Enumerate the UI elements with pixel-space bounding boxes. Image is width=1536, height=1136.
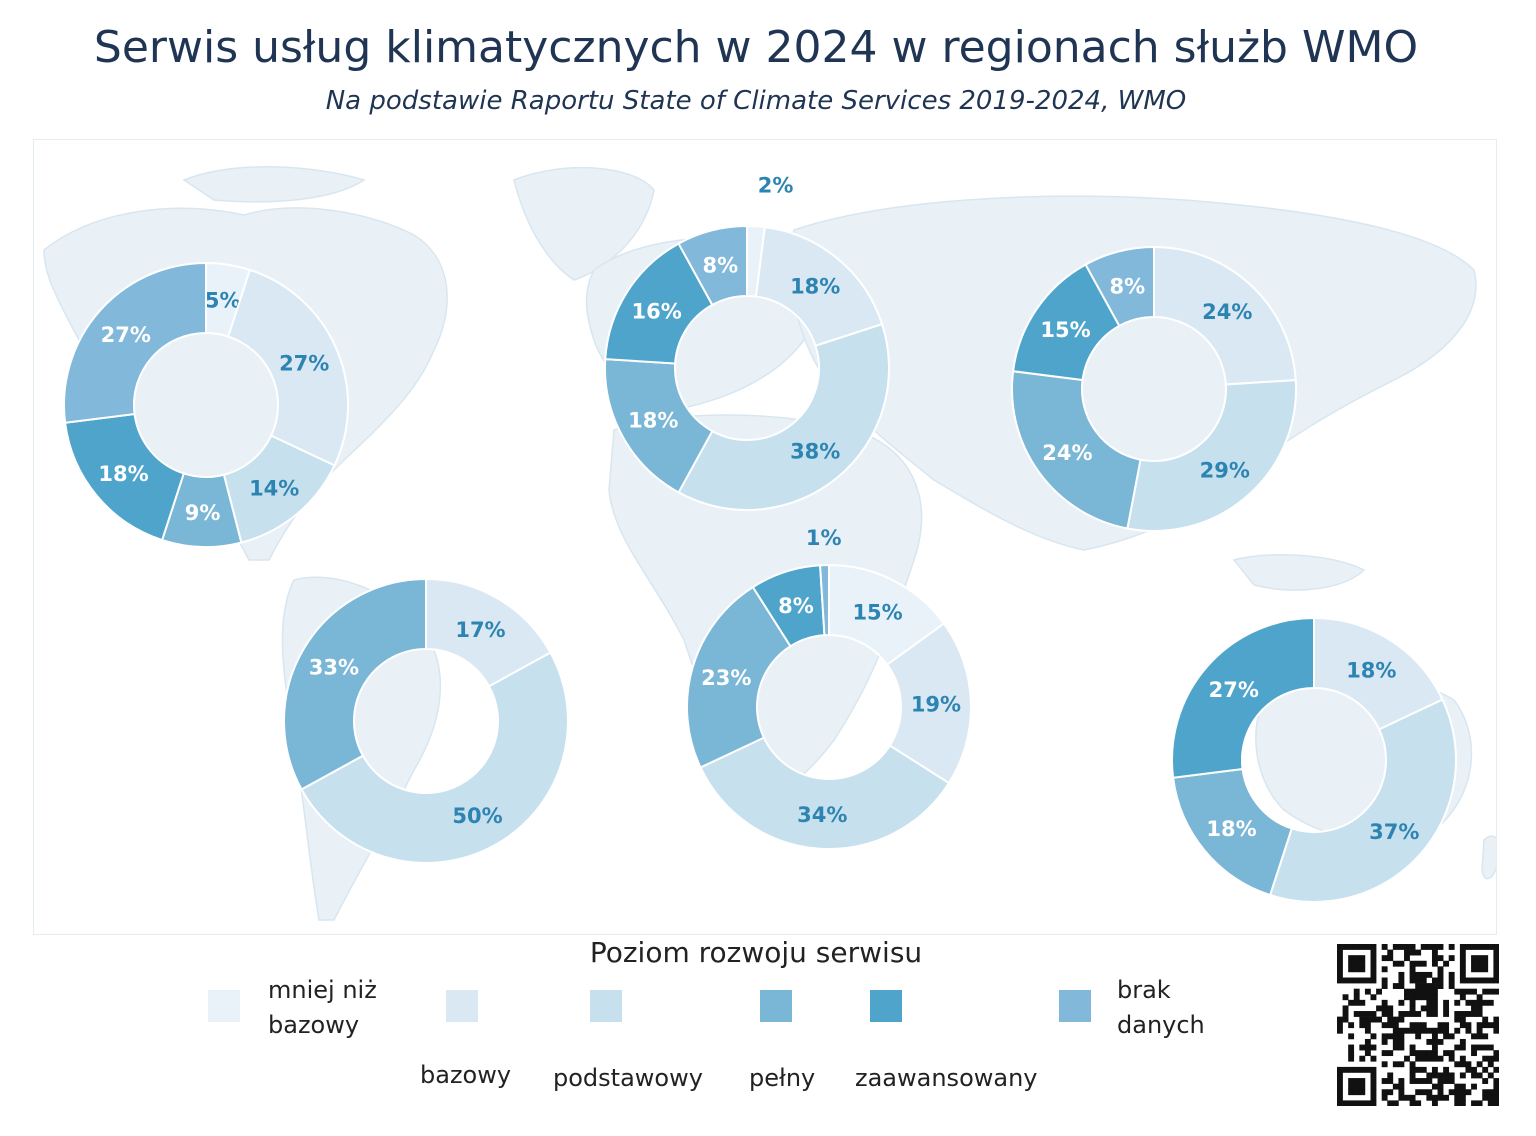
donut-south-america-label-pelny: 33%	[309, 656, 359, 680]
donut-south-west-pacific: 18% 37% 18% 27%	[1171, 616, 1457, 903]
legend-swatch-zaawansowany	[870, 990, 902, 1022]
donut-north-america-label-mniej-niz-bazowy: 5%	[205, 288, 241, 312]
donut-africa-label-mniej-niz-bazowy: 15%	[852, 601, 902, 625]
legend-swatch-brak-danych	[1059, 990, 1091, 1022]
donut-africa-label-podstawowy: 34%	[797, 803, 847, 827]
donut-south-west-pacific-slice-pelny	[1172, 767, 1294, 897]
donut-asia-label-pelny: 24%	[1042, 441, 1092, 465]
donut-europe: 2% 18% 38% 18% 16% 8%	[604, 173, 890, 511]
donut-south-america: 17% 50% 33%	[283, 577, 569, 864]
legend-swatch-pelny	[760, 990, 792, 1022]
legend-label-podstawowy: podstawowy	[553, 1064, 703, 1092]
legend-label-brak-danych-line1: brak	[1117, 976, 1171, 1004]
chart-title: Serwis usług klimatycznych w 2024 w regi…	[93, 22, 1419, 73]
donut-europe-label-pelny: 18%	[628, 409, 678, 433]
donut-asia-label-podstawowy: 29%	[1200, 458, 1250, 482]
chart-subtitle: Na podstawie Raportu State of Climate Se…	[325, 86, 1187, 116]
donut-europe-slice-pelny	[604, 358, 714, 494]
legend-swatch-mniej-niz-bazowy	[208, 990, 240, 1022]
donut-south-west-pacific-slice-podstawowy	[1268, 698, 1457, 903]
donut-south-west-pacific-label-pelny: 18%	[1206, 817, 1256, 841]
donut-europe-slice-podstawowy	[677, 322, 890, 511]
donut-africa-slice-pelny	[686, 585, 792, 769]
donut-asia-slice-brak-danych	[1084, 245, 1155, 328]
donut-asia-slice-pelny	[1011, 370, 1142, 530]
donut-south-america-label-bazowy: 17%	[455, 618, 505, 642]
donut-asia: 24% 29% 24% 15% 8%	[1011, 245, 1297, 532]
donut-africa-label-bazowy: 19%	[911, 693, 961, 717]
donut-europe-label-mniej-niz-bazowy: 2%	[758, 173, 794, 197]
donut-asia-slice-bazowy	[1153, 245, 1297, 386]
legend-title: Poziom rozwoju serwisu	[589, 936, 923, 969]
donut-europe-label-brak-danych: 8%	[703, 253, 739, 277]
legend-swatch-podstawowy	[590, 990, 622, 1022]
donut-north-america-label-podstawowy: 14%	[249, 476, 299, 500]
legend-label-mniej-niz-bazowy-line1: mniej niż	[268, 976, 377, 1004]
legend-label-mniej-niz-bazowy-line2: bazowy	[268, 1011, 360, 1039]
donut-africa-slice-brak-danych	[819, 563, 830, 637]
donut-europe-slice-brak-danych	[677, 224, 748, 307]
donut-south-america-slice-bazowy	[425, 577, 552, 688]
donut-africa-slice-podstawowy	[699, 736, 951, 850]
legend-label-bazowy: bazowy	[420, 1061, 512, 1089]
donut-north-america-label-zaawansowany: 18%	[98, 462, 148, 486]
donut-south-america-slice-pelny	[283, 577, 427, 791]
donut-africa: 15% 19% 34% 23% 8% 1%	[686, 526, 972, 850]
donut-africa-slice-bazowy	[885, 622, 972, 785]
donut-north-america-label-brak-danych: 27%	[101, 323, 151, 347]
donut-north-america: 5% 27% 14% 9% 18% 27%	[63, 261, 349, 548]
donut-north-america-slice-zaawansowany	[64, 412, 186, 542]
donut-asia-label-bazowy: 24%	[1202, 300, 1252, 324]
legend-label-pelny: pełny	[749, 1064, 816, 1092]
legend-label-zaawansowany: zaawansowany	[855, 1064, 1038, 1092]
donut-europe-slice-bazowy	[754, 226, 884, 348]
donut-north-america-slice-brak-danych	[63, 261, 207, 424]
donut-africa-label-zaawansowany: 8%	[778, 594, 814, 618]
donut-south-america-label-podstawowy: 50%	[452, 804, 502, 828]
donut-south-america-slice-podstawowy	[300, 651, 569, 864]
donut-south-west-pacific-slice-zaawansowany	[1171, 616, 1315, 779]
donut-north-america-label-bazowy: 27%	[279, 352, 329, 376]
legend-swatch-bazowy	[446, 990, 478, 1022]
donut-europe-label-zaawansowany: 16%	[632, 300, 682, 324]
donut-asia-label-brak-danych: 8%	[1110, 274, 1146, 298]
donut-south-west-pacific-label-podstawowy: 37%	[1369, 820, 1419, 844]
donut-europe-label-podstawowy: 38%	[790, 439, 840, 463]
donut-asia-slice-podstawowy	[1126, 379, 1297, 532]
legend-label-brak-danych-line2: danych	[1117, 1011, 1205, 1039]
donut-africa-label-pelny: 23%	[701, 666, 751, 690]
donut-north-america-label-pelny: 9%	[185, 501, 221, 525]
donut-north-america-slice-bazowy	[226, 268, 349, 467]
donut-europe-label-bazowy: 18%	[790, 275, 840, 299]
donut-south-west-pacific-slice-bazowy	[1313, 616, 1444, 731]
qr-code	[1337, 944, 1499, 1106]
donut-africa-label-brak-danych: 1%	[806, 526, 842, 550]
donut-south-west-pacific-label-bazowy: 18%	[1346, 659, 1396, 683]
donut-south-west-pacific-label-zaawansowany: 27%	[1209, 678, 1259, 702]
donut-asia-label-zaawansowany: 15%	[1040, 318, 1090, 342]
